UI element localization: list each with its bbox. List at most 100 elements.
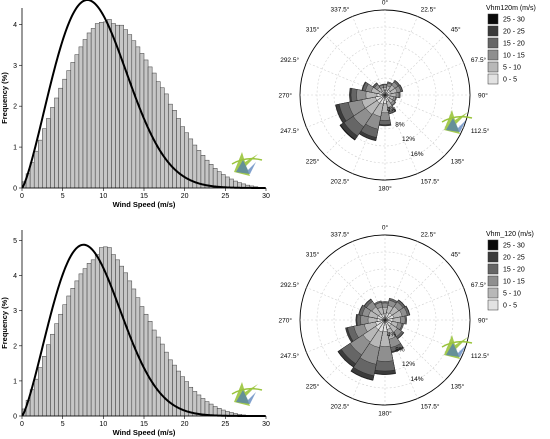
logo-blue-shape [446, 118, 466, 132]
histogram-bar [38, 367, 43, 417]
y-tick-label: 4 [13, 273, 17, 280]
histogram-bar [90, 259, 96, 417]
direction-label: 315° [306, 26, 320, 34]
y-tick-label: 1 [13, 145, 17, 152]
rose-sector-segment [382, 90, 386, 96]
y-tick-label: 4 [13, 22, 17, 29]
direction-label: 202.5° [331, 177, 350, 185]
histogram-bar [131, 40, 137, 189]
legend-swatch [487, 287, 499, 299]
histogram-bar [66, 295, 72, 417]
legend-label: 5 - 10 [503, 65, 521, 72]
direction-label: 180° [378, 185, 392, 193]
histogram-bar [66, 70, 72, 189]
histogram-bar [172, 110, 177, 189]
logo-swoosh [231, 157, 263, 165]
histogram-bar [119, 24, 124, 189]
direction-label: 22.5° [421, 6, 437, 14]
ring-label: 12% [402, 361, 415, 368]
ring-label: 8% [395, 121, 405, 128]
logo-swoosh [441, 115, 473, 123]
histogram-bar [160, 87, 165, 189]
histogram-bar [78, 46, 84, 189]
histogram-bar [168, 359, 173, 417]
x-tick-label: 5 [61, 421, 65, 428]
ring-label: 12% [402, 136, 415, 143]
top-histogram-chart: 0 5 10 15 20 25 30 0 1 2 3 4 Wind Speed (m/s) Frequen… [0, 0, 270, 209]
legend-swatch [487, 73, 499, 85]
logo-swoosh [441, 340, 473, 348]
ring-label: 16% [410, 151, 423, 158]
histogram-bar [151, 329, 157, 417]
histogram-bar [123, 29, 128, 189]
histogram-bar [42, 128, 47, 189]
histogram-bar [155, 336, 161, 417]
histogram-bar [135, 46, 141, 189]
histogram-bar [115, 259, 120, 417]
logo-blue-shape [446, 343, 466, 357]
histogram-bar [111, 23, 116, 189]
legend-swatch [487, 25, 499, 37]
direction-label: 337.5° [331, 6, 350, 14]
histogram-bar [46, 344, 51, 417]
histogram-bar [200, 398, 206, 417]
direction-label: 45° [451, 26, 461, 34]
direction-label: 67.5° [471, 56, 487, 64]
ring-label: 8% [395, 346, 405, 353]
histogram-bar [82, 39, 88, 189]
rose-grid-ring [333, 268, 437, 372]
histogram-bar [38, 139, 43, 189]
legend-swatch [487, 37, 499, 49]
histogram-bar [78, 273, 84, 417]
x-tick-label: 30 [262, 193, 270, 200]
histogram-bar [131, 288, 137, 417]
histogram-bar [107, 247, 112, 417]
top-rose-chart: 0° 22.5° 45° 67.5° 90° 112.5° 135° 157.5° 180° 20… [279, 0, 536, 193]
x-tick-label: 0 [20, 193, 24, 200]
direction-label: 247.5° [280, 352, 299, 360]
histogram-bar [103, 21, 108, 189]
direction-label: 292.5° [280, 56, 299, 64]
x-axis-label: Wind Speed (m/s) [113, 200, 176, 209]
histogram-bar [176, 118, 181, 189]
legend-title: Vhm_120 (m/s) [486, 231, 534, 238]
direction-label: 180° [378, 410, 392, 418]
direction-label: 202.5° [331, 402, 350, 410]
histogram-bar [62, 78, 67, 189]
histogram-bar [82, 268, 88, 417]
histogram-bar [86, 263, 92, 417]
direction-label: 67.5° [471, 281, 487, 289]
rose-petals [335, 79, 404, 142]
y-tick-label: 0 [13, 414, 17, 421]
histogram-bar [212, 168, 218, 189]
y-tick-label: 3 [13, 63, 17, 70]
y-axis-label: Frequency (%) [0, 297, 9, 349]
direction-label: 0° [382, 0, 389, 7]
histogram-bar [172, 364, 177, 417]
direction-label: 225° [306, 382, 320, 390]
legend-label: 10 - 15 [503, 53, 525, 60]
histogram-bar [168, 103, 173, 189]
legend-label: 25 - 30 [503, 17, 525, 24]
direction-label: 112.5° [471, 127, 490, 135]
histogram-bar [42, 356, 47, 417]
x-tick-label: 5 [61, 193, 65, 200]
direction-label: 0° [382, 224, 389, 232]
histogram-bars [21, 246, 250, 417]
x-tick-label: 10 [99, 421, 107, 428]
wind-logo-icon [231, 152, 263, 176]
x-tick-label: 15 [140, 193, 148, 200]
histogram-bar [127, 280, 133, 417]
direction-label: 270° [279, 92, 293, 100]
histogram-bar [58, 87, 63, 189]
histogram-bar [50, 107, 55, 189]
histogram-bar [216, 171, 222, 189]
wind-logo-icon [441, 335, 473, 359]
histogram-bar [33, 378, 39, 417]
direction-label: 270° [279, 317, 293, 325]
histogram-bar [86, 32, 92, 189]
histogram-bar [180, 126, 185, 189]
direction-label: 292.5° [280, 281, 299, 289]
legend-swatch [487, 13, 499, 25]
